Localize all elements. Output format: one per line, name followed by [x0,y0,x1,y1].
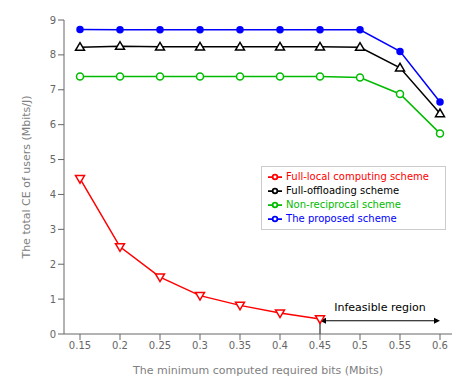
svg-text:6: 6 [50,119,56,130]
svg-text:1: 1 [50,294,56,305]
svg-text:0.25: 0.25 [149,340,171,351]
svg-text:7: 7 [50,84,56,95]
svg-text:5: 5 [50,154,56,165]
html-text:The proposed scheme: The proposed scheme [286,213,397,224]
html-text:Non-reciprocal scheme: Non-reciprocal scheme [286,199,401,210]
html-text:Full-local computing scheme: Full-local computing scheme [286,171,429,182]
svg-text:9: 9 [50,15,56,26]
svg-text:0.3: 0.3 [192,340,208,351]
svg-text:0.5: 0.5 [352,340,368,351]
svg-text:2: 2 [50,259,56,270]
svg-text:8: 8 [50,49,56,60]
svg-text:Infeasible region: Infeasible region [334,301,426,314]
svg-text:0.45: 0.45 [309,340,331,351]
html-text:Full-offloading scheme: Full-offloading scheme [286,185,400,196]
svg-text:0.35: 0.35 [229,340,251,351]
svg-text:The minimum computed required: The minimum computed required bits (Mbit… [132,364,383,377]
svg-text:0.15: 0.15 [69,340,91,351]
svg-text:0.2: 0.2 [112,340,128,351]
svg-text:4: 4 [50,189,56,200]
svg-text:0.55: 0.55 [389,340,411,351]
svg-text:3: 3 [50,224,56,235]
svg-text:The total CE of users (Mbits/J: The total CE of users (Mbits/J) [20,95,33,259]
svg-text:0.4: 0.4 [272,340,288,351]
svg-text:0: 0 [50,329,56,340]
svg-text:0.6: 0.6 [432,340,448,351]
